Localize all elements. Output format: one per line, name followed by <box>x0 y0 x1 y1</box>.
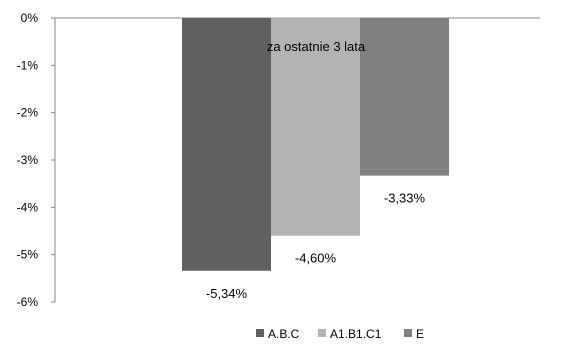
legend-swatch <box>404 329 412 337</box>
y-tick-label: -1% <box>17 58 39 72</box>
bar-A.B.C <box>182 18 271 271</box>
y-tick-label: -5% <box>17 248 39 262</box>
y-tick-label: 0% <box>21 11 39 25</box>
category-annotation: za ostatnie 3 lata <box>267 39 366 54</box>
y-tick-label: -4% <box>17 200 39 214</box>
bar-A1.B1.C1 <box>271 18 360 236</box>
y-tick-label: -2% <box>17 106 39 120</box>
legend-label: E <box>416 327 424 341</box>
data-label: -4,60% <box>295 251 337 266</box>
y-tick-label: -3% <box>17 153 39 167</box>
legend-swatch <box>318 329 326 337</box>
data-label: -5,34% <box>206 286 248 301</box>
legend-label: A1.B1.C1 <box>330 327 382 341</box>
legend-label: A.B.C <box>268 327 300 341</box>
data-label: -3,33% <box>384 191 426 206</box>
legend-swatch <box>256 329 264 337</box>
bar-E <box>360 18 449 176</box>
y-tick-label: -6% <box>17 295 39 309</box>
